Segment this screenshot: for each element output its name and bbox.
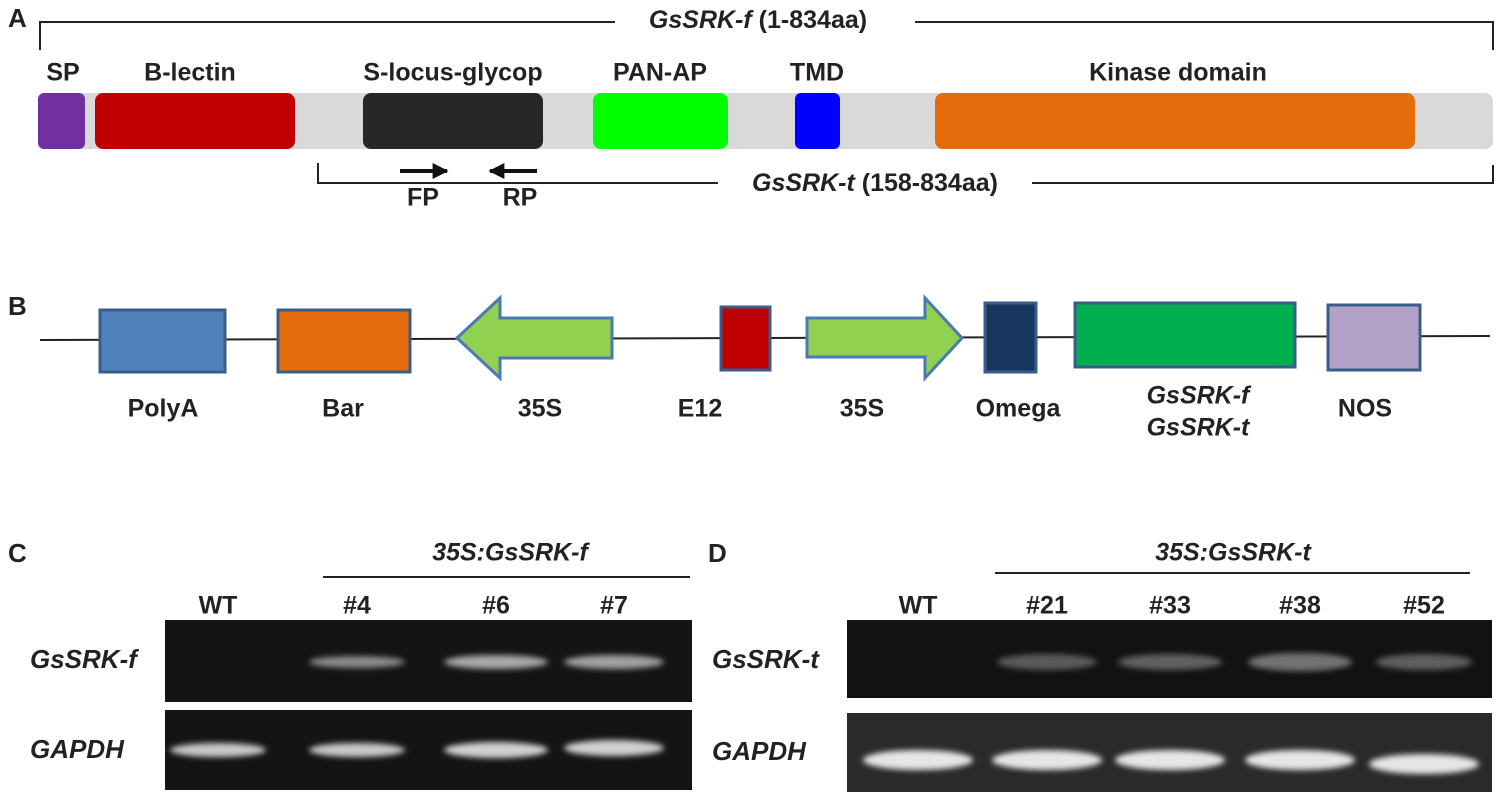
gene-label: GsSRK-t (1147, 414, 1251, 442)
domain (795, 93, 840, 149)
e12-box (719, 305, 772, 372)
gene-label: GsSRK-f (1147, 382, 1252, 410)
gene-box (1073, 301, 1297, 369)
band (1115, 750, 1225, 770)
truncated-label: GsSRK-t (158-834aa) (752, 169, 998, 197)
lane-label: WT (199, 592, 238, 620)
gel-bands (170, 655, 664, 758)
band (444, 655, 548, 669)
domain (363, 93, 543, 149)
polya-box (98, 308, 227, 374)
band (309, 656, 405, 668)
construct-label: 35S:GsSRK-f (432, 539, 590, 567)
panel-b: B PolyA Bar 35S E12 35S Omega NOS GsSRK-… (8, 291, 1491, 442)
domain (935, 93, 1415, 149)
panel-label: C (8, 538, 27, 568)
domain-label: TMD (790, 59, 844, 87)
band (564, 655, 664, 669)
band (1376, 654, 1472, 670)
band (1369, 754, 1479, 774)
domain-label: SP (46, 59, 79, 87)
row-label: GAPDH (30, 734, 125, 764)
lane-label: #33 (1149, 592, 1191, 620)
primer-label: RP (503, 184, 538, 212)
range: (1-834aa) (759, 6, 867, 34)
band (1245, 750, 1355, 770)
bar-box (276, 308, 412, 374)
element-label: PolyA (128, 395, 199, 423)
gel-bands (863, 653, 1479, 774)
panel-label: A (8, 3, 27, 33)
panel-c: C 35S:GsSRK-f WT #4 #6 #7 GsSRK-f GAPDH (8, 538, 692, 790)
full-length-label: GsSRK-f (1-834aa) (649, 6, 867, 34)
omega-box (983, 301, 1038, 374)
panel-label: D (708, 538, 727, 568)
gene-name: GsSRK-t (752, 169, 856, 197)
construct-label: 35S:GsSRK-t (1155, 539, 1312, 567)
row-label: GsSRK-f (30, 644, 139, 674)
panel-a: A GsSRK-f (1-834aa) SP B-lectin S-locus-… (8, 3, 1494, 212)
row-label: GAPDH (712, 736, 807, 766)
domain-label: B-lectin (144, 59, 236, 87)
lane-label: #4 (343, 592, 371, 620)
band (992, 750, 1102, 770)
lane-label: #6 (482, 592, 510, 620)
domain-label: S-locus-glycop (363, 59, 542, 87)
promoter-arrow (805, 294, 965, 382)
band (309, 743, 405, 757)
band (564, 740, 664, 756)
lane-label: #7 (600, 592, 628, 620)
lane-label: #52 (1403, 592, 1445, 620)
element-label: 35S (518, 395, 562, 423)
band (863, 750, 973, 770)
element-label: Bar (322, 395, 364, 423)
truncated-bracket (317, 163, 1494, 184)
lane-label: #38 (1279, 592, 1321, 620)
band (1118, 654, 1222, 670)
element-label: E12 (678, 395, 722, 423)
full-length-bracket (39, 21, 1494, 50)
domain (38, 93, 85, 149)
row-label: GsSRK-t (712, 644, 820, 674)
element-label: Omega (976, 395, 1062, 423)
gene-name: GsSRK-f (649, 6, 754, 34)
domain-label: Kinase domain (1089, 59, 1267, 87)
domain (95, 93, 295, 149)
panel-d: D 35S:GsSRK-t WT #21 #33 #38 #52 GsSRK-t… (708, 538, 1492, 792)
band (997, 654, 1097, 670)
nos-box (1326, 303, 1422, 372)
primer-label: FP (407, 184, 439, 212)
band (444, 742, 548, 758)
element-label: 35S (840, 395, 884, 423)
lane-label: #21 (1026, 592, 1068, 620)
element-label: NOS (1338, 395, 1392, 423)
band (1248, 653, 1352, 671)
range: (158-834aa) (862, 169, 998, 197)
panel-label: B (8, 291, 27, 321)
band (170, 743, 266, 757)
domain (593, 93, 728, 149)
lane-label: WT (899, 592, 938, 620)
promoter-arrow (454, 294, 614, 382)
domain-label: PAN-AP (613, 59, 707, 87)
